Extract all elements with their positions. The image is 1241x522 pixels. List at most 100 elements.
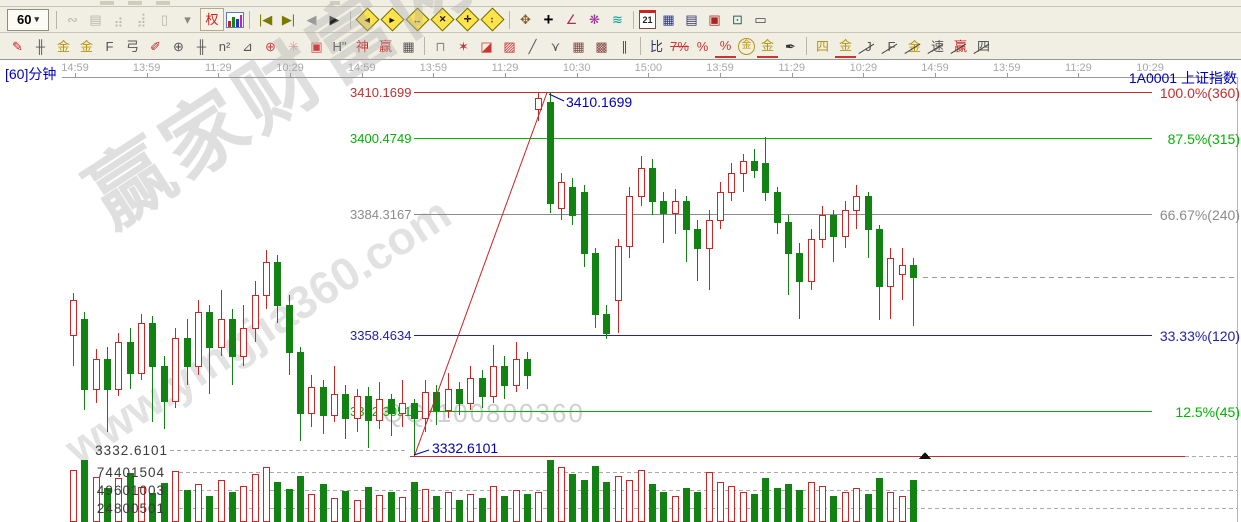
pct-strike-icon[interactable]: 7% bbox=[670, 38, 689, 54]
su-diagonal-icon[interactable]: 速 bbox=[927, 36, 948, 57]
exrights-icon[interactable]: 权 bbox=[200, 8, 224, 31]
net-tool-icon[interactable]: ❋ bbox=[589, 12, 600, 27]
eta-mark-icon[interactable]: Η" bbox=[332, 38, 347, 54]
bars-9-icon[interactable]: ⣼ bbox=[136, 12, 147, 27]
spiral-box-icon[interactable]: ▣ bbox=[310, 38, 323, 54]
percent-icon[interactable]: % bbox=[696, 38, 709, 54]
export-icon[interactable]: ⊡ bbox=[732, 12, 743, 27]
overlay-icon[interactable]: ∾ bbox=[67, 12, 78, 27]
angle-line-icon[interactable]: ⊿ bbox=[242, 38, 253, 54]
symbol-name: 上证指数 bbox=[1181, 70, 1237, 86]
fib-percent-label: 12.5%(45) bbox=[1175, 403, 1240, 420]
calculator-icon[interactable]: ▦ bbox=[662, 12, 675, 27]
toolbar-separator bbox=[509, 10, 510, 29]
target-circle-icon[interactable]: ⊕ bbox=[265, 38, 276, 54]
volume-axis-label: 49601003 bbox=[96, 483, 165, 498]
pen2-tool-icon[interactable]: ✐ bbox=[150, 38, 161, 54]
time-axis-label: 14:59 bbox=[921, 62, 949, 74]
time-axis-label: 10:29 bbox=[276, 62, 304, 74]
volume-axis-label: 24800501 bbox=[96, 501, 165, 516]
period-60-dropdown[interactable]: 60 bbox=[7, 8, 49, 31]
top-partial-toolbar bbox=[0, 0, 1241, 7]
fib-percent-label: 66.67%(240) bbox=[1159, 206, 1240, 223]
gann-fan-icon[interactable]: ◪ bbox=[480, 38, 493, 54]
bars-3-icon[interactable]: ⣴ bbox=[113, 12, 124, 27]
report-icon[interactable]: ▤ bbox=[685, 12, 698, 27]
print-icon[interactable]: ▭ bbox=[754, 12, 767, 27]
gold-grid-b-icon[interactable]: 金 bbox=[79, 38, 93, 54]
gold-underline-icon[interactable]: 金 bbox=[835, 35, 856, 58]
gann-box-icon[interactable]: ▨ bbox=[503, 38, 516, 54]
time-axis-label: 13:59 bbox=[132, 62, 161, 74]
fib-price-label: 3358.4634 bbox=[350, 327, 412, 343]
gold-grid-a-icon[interactable]: 金 bbox=[56, 38, 70, 54]
hand-tool-icon[interactable]: ✥ bbox=[520, 12, 531, 27]
drawing-toolbar: ✎ ╫ 金金 F 弓 ✐ ⊕ ╫ n² ⊿ ⊕ ✳ ▣ Η" 神赢 ▦ ⊓ ✶ ◪ ▨ ╱ ⋎ ▦ ▩ ∥ 比 7%%% 金金 ✒ 四金 J… bbox=[0, 33, 1241, 60]
candle-style-icon[interactable]: ▯ bbox=[160, 12, 169, 27]
last-page-icon[interactable]: ▶| bbox=[281, 12, 296, 27]
ying-diagonal-icon[interactable]: 赢 bbox=[950, 36, 971, 57]
percent-line-icon[interactable]: % bbox=[715, 35, 736, 58]
frame-tool-icon[interactable]: ⊓ bbox=[435, 38, 446, 54]
style-caret-icon[interactable]: ▾ bbox=[184, 12, 191, 27]
jin-diagonal-icon[interactable]: 金 bbox=[904, 36, 925, 57]
star-cycle-icon[interactable]: ✳ bbox=[288, 38, 299, 54]
symbol-label: 1A0001 上证指数 bbox=[1129, 68, 1237, 88]
time-axis-label: 11:29 bbox=[778, 62, 806, 74]
partial-icon bbox=[330, 1, 340, 5]
chart-type-icon[interactable] bbox=[226, 11, 244, 28]
shen-tool-icon[interactable]: 神 bbox=[355, 38, 369, 54]
j-diagonal-icon[interactable]: J bbox=[858, 36, 879, 57]
gann-rays-icon[interactable]: ✶ bbox=[458, 38, 469, 54]
f-diagonal-icon[interactable]: F bbox=[881, 36, 902, 57]
partial-icon bbox=[100, 1, 114, 5]
zero-level-price-label: 3332.6101 bbox=[95, 443, 168, 458]
gold-circle-icon[interactable]: 金 bbox=[738, 37, 755, 55]
fib-percent-label: 87.5%(315) bbox=[1167, 130, 1240, 147]
time-axis-label: 13:59 bbox=[419, 62, 448, 74]
crosshair-tool-icon[interactable]: + bbox=[543, 10, 554, 29]
time-axis-label: 11:29 bbox=[491, 62, 519, 74]
first-page-icon[interactable]: |◀ bbox=[258, 12, 273, 27]
time-axis-label: 11:29 bbox=[204, 62, 232, 74]
toolbar-separator bbox=[633, 10, 634, 29]
grid-lines-icon[interactable]: ╫ bbox=[35, 38, 46, 54]
grid-box-b-icon[interactable]: ▩ bbox=[595, 38, 608, 54]
toolbar-separator bbox=[56, 10, 57, 29]
parallel-lines-icon[interactable]: ∥ bbox=[621, 38, 628, 54]
abacus-icon[interactable]: ▦ bbox=[402, 38, 415, 54]
fib-price-label: 3410.1699 bbox=[350, 84, 412, 100]
wave-tool-icon[interactable]: ≋ bbox=[612, 12, 623, 27]
next-page-icon[interactable]: ▶ bbox=[329, 12, 340, 27]
n2-grid-icon[interactable]: n² bbox=[218, 38, 231, 54]
time-axis-label: 14:59 bbox=[61, 62, 89, 74]
time-axis-label: 13:59 bbox=[992, 62, 1021, 74]
clipboard-icon[interactable]: ▤ bbox=[89, 12, 102, 27]
gold-bar-icon[interactable]: 金 bbox=[757, 35, 778, 58]
fib-percent-label: 33.33%(120) bbox=[1159, 327, 1240, 344]
pen-tool-icon[interactable]: ✎ bbox=[12, 38, 23, 54]
si-diagonal-icon[interactable]: 四 bbox=[973, 36, 994, 57]
prev-page-icon[interactable]: ◀ bbox=[306, 12, 317, 27]
save-icon[interactable]: ▣ bbox=[708, 12, 721, 27]
grid-box-a-icon[interactable]: ▦ bbox=[572, 38, 585, 54]
circle-grid-icon[interactable]: ⊕ bbox=[173, 38, 184, 54]
f-grid-icon[interactable]: F bbox=[105, 38, 114, 54]
stats-bars-icon[interactable]: 比 bbox=[649, 38, 663, 54]
si-gold-icon[interactable]: 四 bbox=[815, 38, 829, 54]
hash-grid-icon[interactable]: ╫ bbox=[196, 38, 207, 54]
time-axis-label: 10:30 bbox=[562, 62, 591, 74]
time-axis-label: 10:29 bbox=[1136, 62, 1164, 74]
toolbar-separator bbox=[806, 37, 807, 55]
angle-tool-icon[interactable]: ∠ bbox=[565, 12, 578, 27]
zigzag-icon[interactable]: ⋎ bbox=[550, 38, 561, 54]
ink-pen-icon[interactable]: ✒ bbox=[785, 38, 796, 54]
ying-tool-icon[interactable]: 赢 bbox=[378, 38, 392, 54]
partial-icon bbox=[156, 1, 170, 5]
calendar-icon[interactable]: 21 bbox=[639, 10, 656, 29]
trend-pencil-icon[interactable]: ╱ bbox=[528, 38, 537, 54]
gong-grid-icon[interactable]: 弓 bbox=[125, 38, 139, 54]
